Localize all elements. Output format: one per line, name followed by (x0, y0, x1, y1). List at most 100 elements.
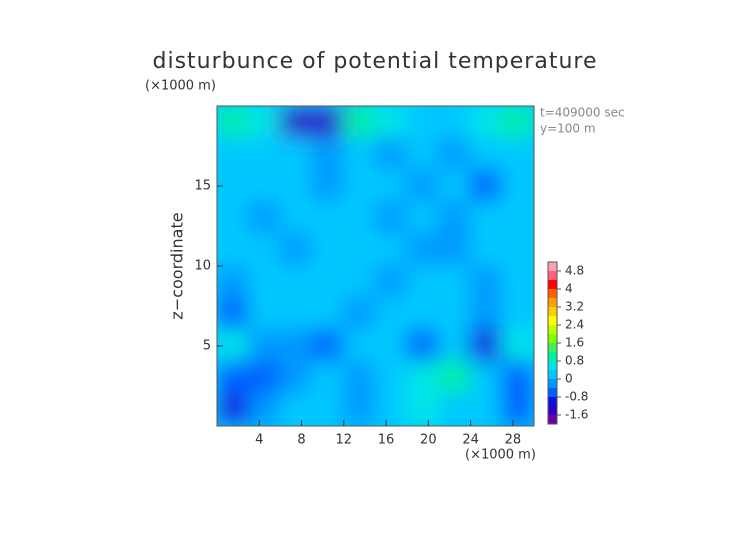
colorbar-tick-label: 0.8 (565, 354, 584, 368)
field-cell (437, 393, 472, 426)
field-cell (469, 297, 504, 331)
field-cell (406, 393, 440, 426)
field-cell (501, 169, 534, 203)
x-tick-label: 28 (505, 433, 522, 448)
field-cell (437, 361, 472, 395)
colorbar-band (548, 271, 557, 280)
field-cell (501, 265, 534, 299)
field-cell (374, 265, 409, 299)
colorbar-band (548, 361, 557, 370)
field-cell (311, 106, 345, 139)
field-cell (247, 137, 282, 171)
field-cell (279, 201, 314, 235)
field-cell (437, 329, 472, 363)
field-cell (342, 393, 377, 426)
field-cell (406, 329, 440, 363)
field-cell (217, 201, 250, 235)
field-cell (311, 137, 345, 171)
field-cell (501, 329, 534, 363)
colorbar-tick-label: 4 (565, 282, 573, 296)
field-cell (437, 201, 472, 235)
field-cell (279, 233, 314, 267)
field-cell (437, 265, 472, 299)
annotation: t=409000 sec (540, 106, 625, 120)
x-tick-label: 4 (255, 433, 263, 448)
colorbar-tick-label: -0.8 (565, 390, 588, 404)
axes: 4 8 12 16 20 24 28 5 10 15 -1.6 -0.8 0 0.8 1.6 2.4 3.2 4 4… (194, 105, 588, 448)
field-cell (501, 393, 534, 426)
field-cell (311, 265, 345, 299)
field-cell (469, 265, 504, 299)
field-cell (311, 361, 345, 395)
field-cell (501, 137, 534, 171)
colorbar-band (548, 343, 557, 352)
field-cell (279, 393, 314, 426)
x-tick-label: 24 (462, 433, 479, 448)
field-cell (469, 361, 504, 395)
field-cell (501, 361, 534, 395)
field-cell (469, 329, 504, 363)
colorbar-band (548, 406, 557, 415)
chart-title: disturbunce of potential temperature (153, 49, 598, 74)
colorbar-band (548, 415, 557, 424)
field-cell (406, 169, 440, 203)
field-cell (501, 233, 534, 267)
colorbar-band (548, 280, 557, 289)
colorbar-band (548, 262, 557, 271)
field-cell (279, 297, 314, 331)
field-cell (374, 169, 409, 203)
field-cell (217, 361, 250, 395)
colorbar-band (548, 316, 557, 325)
field-cell (374, 361, 409, 395)
field-cell (247, 393, 282, 426)
field-cell (342, 106, 377, 139)
colorbar-band (548, 388, 557, 397)
field-cell (342, 265, 377, 299)
field-cell (342, 201, 377, 235)
field-cell (406, 265, 440, 299)
colorbar-tick-label: 2.4 (565, 318, 584, 332)
field-cell (406, 106, 440, 139)
field-cell (217, 233, 250, 267)
field-cell (311, 201, 345, 235)
field-cell (342, 169, 377, 203)
field-cell (374, 233, 409, 267)
field-cell (217, 297, 250, 331)
field-cell (279, 137, 314, 171)
field-cell (217, 265, 250, 299)
x-unit: (×1000 m) (465, 448, 536, 463)
field-cell (437, 106, 472, 139)
field-cell (311, 393, 345, 426)
field-cell (469, 233, 504, 267)
field-cell (469, 201, 504, 235)
field-cell (217, 393, 250, 426)
field-cell (406, 137, 440, 171)
field-cell (406, 233, 440, 267)
field-cell (217, 137, 250, 171)
field-cell (217, 106, 250, 139)
plot-frame (216, 105, 535, 427)
field-cell (342, 233, 377, 267)
field-cell (437, 297, 472, 331)
field-cell (406, 361, 440, 395)
colorbar-band (548, 325, 557, 334)
field-cell (311, 233, 345, 267)
field-cell (247, 169, 282, 203)
colorbar-band (548, 370, 557, 379)
field-cell (469, 137, 504, 171)
field-cell (342, 297, 377, 331)
field-cell (374, 137, 409, 171)
colorbar-tick-label: 3.2 (565, 300, 584, 314)
field-cell (247, 201, 282, 235)
y-unit: (×1000 m) (145, 79, 216, 94)
field-cell (279, 169, 314, 203)
field-cell (374, 201, 409, 235)
colorbar-band (548, 379, 557, 388)
colorbar-tick-label: 4.8 (565, 264, 584, 278)
field-cell (469, 106, 504, 139)
field (217, 106, 534, 426)
colorbar-band (548, 307, 557, 316)
x-tick-label: 12 (336, 433, 353, 448)
y-tick-label: 10 (194, 259, 211, 274)
